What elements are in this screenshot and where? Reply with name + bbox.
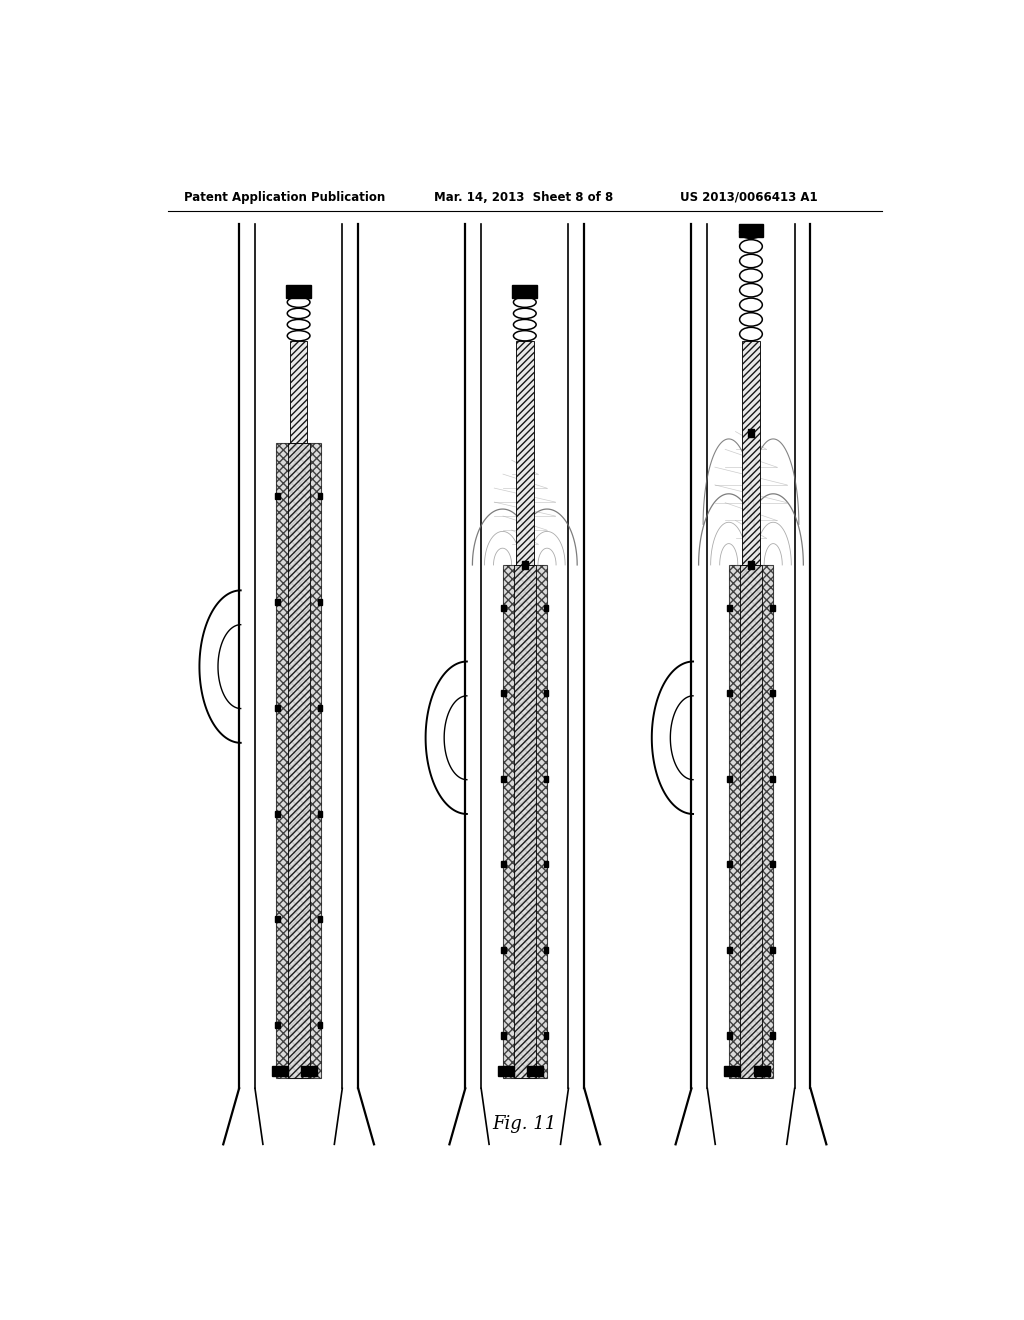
Bar (727, 690, 732, 697)
Bar (275, 599, 280, 605)
Bar (317, 705, 323, 710)
Bar (501, 862, 506, 867)
Bar (516, 342, 534, 565)
Bar (512, 285, 538, 297)
Bar (317, 599, 323, 605)
Bar (275, 916, 280, 923)
Bar (738, 224, 763, 236)
Bar (727, 1032, 732, 1039)
Bar (748, 429, 754, 437)
Bar (501, 776, 506, 781)
Bar (498, 1067, 514, 1076)
Bar (501, 946, 506, 953)
Bar (501, 1032, 506, 1039)
Bar (770, 776, 774, 781)
Text: Fig. 11: Fig. 11 (493, 1115, 557, 1133)
Bar (275, 492, 280, 499)
Bar (770, 605, 774, 611)
Bar (770, 1032, 774, 1039)
Bar (317, 810, 323, 817)
Bar (275, 1022, 280, 1028)
Bar (503, 565, 547, 1078)
Bar (288, 444, 309, 1078)
Bar (729, 565, 773, 1078)
Text: US 2013/0066413 A1: US 2013/0066413 A1 (680, 190, 817, 203)
Bar (290, 342, 307, 444)
Bar (272, 1067, 288, 1076)
Text: Patent Application Publication: Patent Application Publication (183, 190, 385, 203)
Bar (501, 690, 506, 697)
Bar (544, 776, 549, 781)
Bar (276, 444, 321, 1078)
Bar (317, 916, 323, 923)
Text: Mar. 14, 2013  Sheet 8 of 8: Mar. 14, 2013 Sheet 8 of 8 (433, 190, 612, 203)
Bar (275, 810, 280, 817)
Bar (727, 946, 732, 953)
Bar (740, 565, 762, 1078)
Bar (544, 605, 549, 611)
Bar (742, 342, 760, 565)
Bar (724, 1067, 740, 1076)
Bar (748, 561, 754, 569)
Bar (544, 862, 549, 867)
Bar (317, 492, 323, 499)
Bar (275, 705, 280, 710)
Bar (770, 946, 774, 953)
Bar (317, 1022, 323, 1028)
Bar (727, 776, 732, 781)
Bar (770, 862, 774, 867)
Bar (301, 1067, 317, 1076)
Bar (727, 862, 732, 867)
Bar (727, 605, 732, 611)
Bar (527, 1067, 544, 1076)
Bar (521, 561, 528, 569)
Bar (754, 1067, 770, 1076)
Bar (544, 1032, 549, 1039)
Bar (501, 605, 506, 611)
Bar (544, 690, 549, 697)
Bar (514, 565, 536, 1078)
Bar (544, 946, 549, 953)
Bar (770, 690, 774, 697)
Bar (287, 285, 311, 297)
